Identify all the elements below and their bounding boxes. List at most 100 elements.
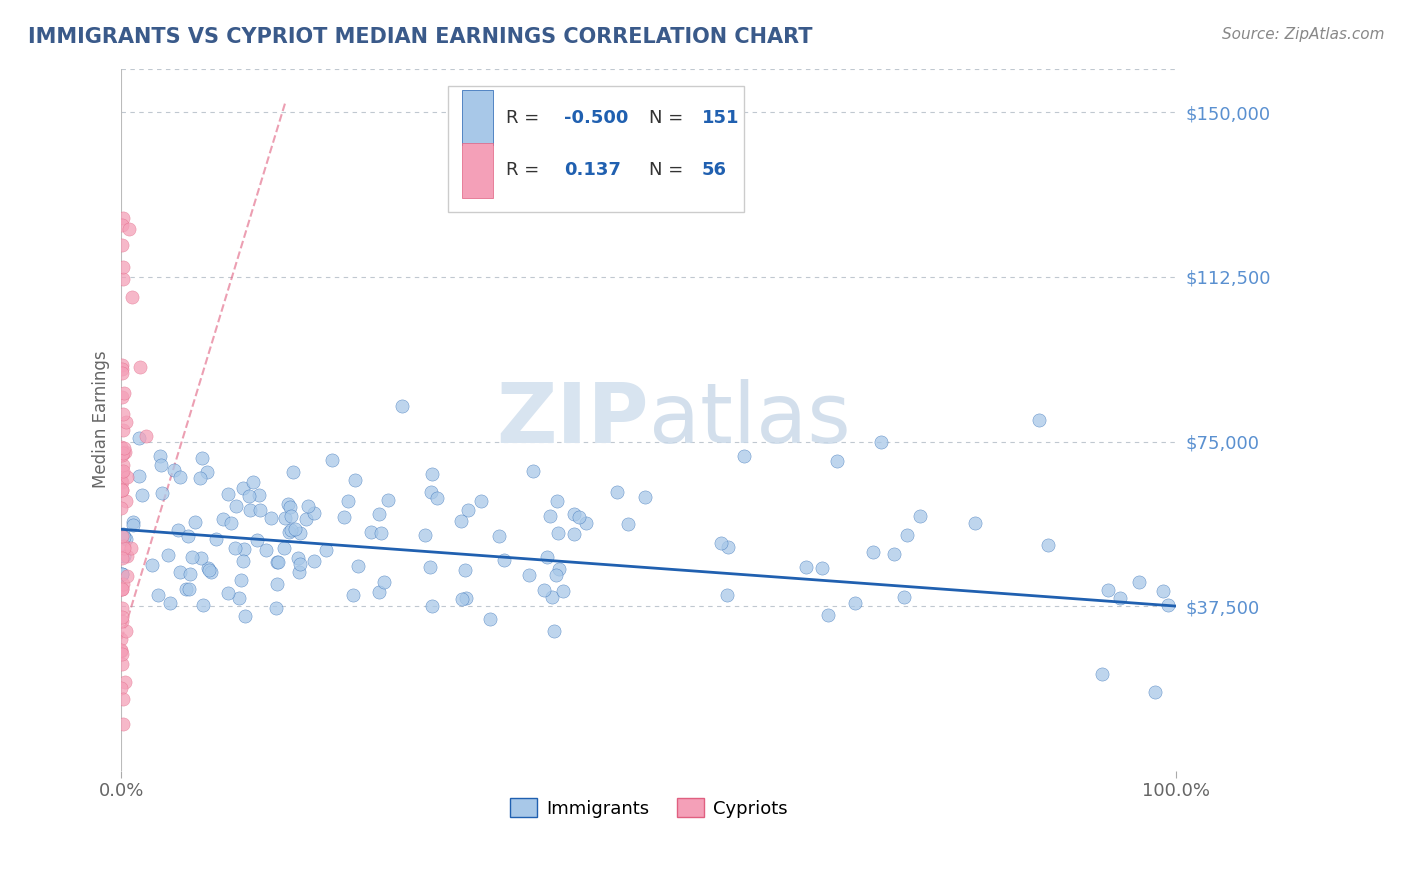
Point <box>150 485 173 500</box>
Point <box>1144 684 1167 698</box>
Point <box>111 218 134 232</box>
Point <box>111 647 134 661</box>
Point <box>1036 538 1059 552</box>
Point <box>247 488 270 502</box>
Point <box>546 494 568 508</box>
Point <box>536 549 558 564</box>
Point <box>1028 412 1050 426</box>
Point <box>190 551 212 566</box>
Point <box>249 503 271 517</box>
Point <box>167 523 190 537</box>
Point <box>896 528 918 542</box>
Point <box>273 541 295 555</box>
Point <box>111 609 134 624</box>
Point <box>110 582 132 596</box>
Text: R =: R = <box>506 109 546 127</box>
Point <box>111 566 134 581</box>
Point <box>368 507 391 521</box>
Point <box>343 473 366 487</box>
Point <box>420 467 443 481</box>
Point <box>290 557 312 571</box>
Point <box>117 221 139 235</box>
Point <box>347 558 370 573</box>
Point <box>391 400 413 414</box>
Point <box>112 527 135 541</box>
Point <box>734 450 756 464</box>
Point <box>1097 583 1119 598</box>
Point <box>111 458 134 472</box>
FancyBboxPatch shape <box>463 143 492 198</box>
Point <box>710 536 733 550</box>
Point <box>111 465 134 479</box>
Legend: Immigrants, Cypriots: Immigrants, Cypriots <box>503 791 794 825</box>
Point <box>149 458 172 472</box>
Point <box>112 530 135 544</box>
Point <box>177 528 200 542</box>
Point <box>111 475 134 489</box>
FancyBboxPatch shape <box>463 90 492 145</box>
Point <box>266 576 288 591</box>
Point <box>1109 591 1132 605</box>
Point <box>235 608 257 623</box>
Point <box>1157 598 1180 612</box>
Point <box>114 415 136 429</box>
Point <box>377 492 399 507</box>
Point <box>191 450 214 465</box>
Point <box>302 554 325 568</box>
Text: N =: N = <box>648 161 689 179</box>
Text: 0.137: 0.137 <box>564 161 621 179</box>
Text: -0.500: -0.500 <box>564 109 628 127</box>
Point <box>844 595 866 609</box>
Point <box>1128 574 1150 589</box>
Point <box>280 509 302 524</box>
Point <box>963 516 986 530</box>
Point <box>217 585 239 599</box>
Point <box>522 464 544 478</box>
Point <box>217 487 239 501</box>
Point <box>360 524 382 539</box>
Point <box>112 539 135 553</box>
Point <box>260 511 283 525</box>
Point <box>112 717 135 731</box>
Point <box>420 485 443 500</box>
Point <box>315 543 337 558</box>
Point <box>205 532 228 546</box>
Point <box>112 385 135 400</box>
Point <box>368 585 391 599</box>
Point <box>370 525 392 540</box>
Point <box>278 524 301 539</box>
Point <box>110 681 132 696</box>
Point <box>188 471 211 485</box>
Point <box>817 607 839 622</box>
Point <box>794 560 817 574</box>
Point <box>373 575 395 590</box>
Point <box>562 507 585 521</box>
Text: R =: R = <box>506 161 546 179</box>
Point <box>517 568 540 582</box>
Point <box>112 549 135 563</box>
Point <box>862 545 884 559</box>
Point <box>533 582 555 597</box>
Point <box>883 547 905 561</box>
Point <box>111 446 134 460</box>
Text: atlas: atlas <box>648 379 851 460</box>
Point <box>120 541 142 556</box>
Point <box>110 474 132 488</box>
Point <box>238 489 260 503</box>
Point <box>110 643 132 657</box>
Point <box>156 548 179 562</box>
Point <box>283 465 305 479</box>
Point <box>111 359 134 373</box>
Point <box>114 532 136 546</box>
Point <box>111 550 134 565</box>
Point <box>159 596 181 610</box>
Point <box>254 543 277 558</box>
Point <box>617 516 640 531</box>
Point <box>195 465 218 479</box>
Point <box>284 522 307 536</box>
Point <box>239 503 262 517</box>
Point <box>277 498 299 512</box>
Point <box>128 431 150 445</box>
Point <box>111 407 134 421</box>
Point <box>266 555 288 569</box>
